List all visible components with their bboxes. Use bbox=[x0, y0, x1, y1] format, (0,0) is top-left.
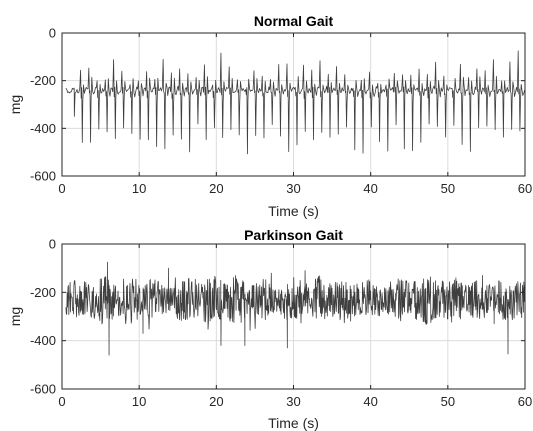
x-tick-label: 20 bbox=[209, 394, 223, 409]
x-tick-label: 20 bbox=[209, 181, 223, 196]
plot-2: 0 10 20 30 40 50 60 0 -200 -400 -600 Parkinson Gait… bbox=[7, 227, 532, 431]
x-tick-label: 30 bbox=[286, 394, 300, 409]
x-tick-label: 60 bbox=[518, 394, 532, 409]
x-tick-label: 30 bbox=[286, 181, 300, 196]
y-axis-label: mg bbox=[7, 95, 23, 114]
x-axis-label: Time (s) bbox=[268, 203, 319, 219]
x-tick-label: 10 bbox=[132, 181, 146, 196]
y-tick-label: -200 bbox=[30, 73, 56, 88]
x-tick-label: 60 bbox=[518, 181, 532, 196]
series-line bbox=[65, 50, 526, 155]
x-tick-label: 50 bbox=[441, 394, 455, 409]
series-line bbox=[65, 261, 526, 356]
y-tick-label: -200 bbox=[30, 285, 56, 300]
x-axis-label: Time (s) bbox=[268, 415, 319, 431]
y-tick-label: -400 bbox=[30, 121, 56, 136]
x-tick-label: 40 bbox=[363, 394, 377, 409]
plot-1: 0 10 20 30 40 50 60 0 -200 -400 -600 Normal Gait Tim… bbox=[7, 13, 532, 219]
y-tick-label: 0 bbox=[49, 26, 56, 41]
x-tick-label: 50 bbox=[441, 181, 455, 196]
x-tick-label: 40 bbox=[363, 181, 377, 196]
x-tick-label: 0 bbox=[58, 394, 65, 409]
chart-title: Normal Gait bbox=[254, 13, 334, 29]
y-axis-label: mg bbox=[7, 307, 23, 326]
y-tick-label: 0 bbox=[49, 237, 56, 252]
x-tick-label: 0 bbox=[58, 181, 65, 196]
chart-title: Parkinson Gait bbox=[244, 227, 343, 243]
y-tick-label: -400 bbox=[30, 333, 56, 348]
y-tick-label: -600 bbox=[30, 382, 56, 397]
x-tick-label: 10 bbox=[132, 394, 146, 409]
y-tick-label: -600 bbox=[30, 169, 56, 184]
